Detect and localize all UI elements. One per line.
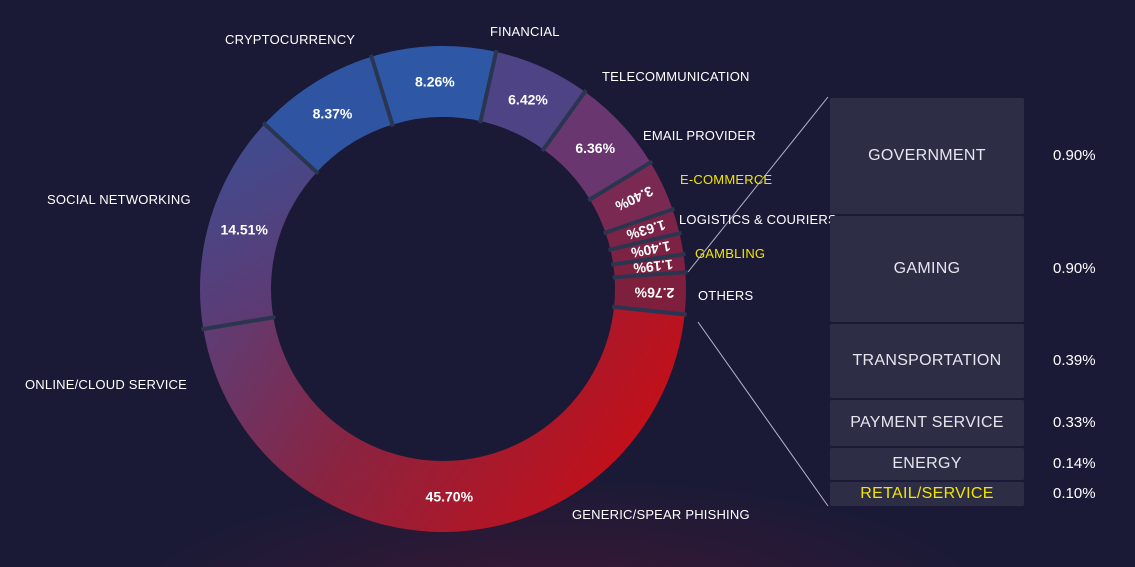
separator-email-provider <box>587 159 654 203</box>
slice-social-networking <box>264 56 393 173</box>
value-label-generic-spear-phishing: 45.70% <box>426 488 474 504</box>
breakdown-value-government: 0.90% <box>1053 147 1096 164</box>
category-label-social-networking: SOCIAL NETWORKING <box>47 192 191 207</box>
category-label-online-cloud-service: ONLINE/CLOUD SERVICE <box>25 377 187 392</box>
slice-gambling <box>613 254 686 278</box>
breakdown-row-payment-service: PAYMENT SERVICE 0.33% <box>830 400 1110 446</box>
breakdown-label-energy: ENERGY <box>830 448 1024 480</box>
category-label-cryptocurrency: CRYPTOCURRENCY <box>225 32 355 47</box>
breakdown-value-gaming: 0.90% <box>1053 260 1096 277</box>
separator-e-commerce <box>602 206 676 236</box>
category-label-telecommunication: TELECOMMUNICATION <box>602 69 750 84</box>
breakdown-value-payment-service: 0.33% <box>1053 414 1096 431</box>
category-label-logistics-couriers: LOGISTICS & COURIERS <box>679 212 837 227</box>
breakdown-label-retail-service: RETAIL/SERVICE <box>830 482 1024 506</box>
slice-online-cloud-service <box>200 124 317 330</box>
breakdown-row-transportation: TRANSPORTATION 0.39% <box>830 324 1110 398</box>
separator-gambling <box>610 251 686 267</box>
separator-online-cloud-service <box>201 315 276 332</box>
value-label-telecommunication: 6.36% <box>575 140 615 156</box>
connector-line-bottom <box>697 321 829 507</box>
value-label-logistics-couriers: 1.40% <box>629 238 672 261</box>
separator-financial <box>478 49 499 124</box>
category-labels: GENERIC/SPEAR PHISHING ONLINE/CLOUD SERVI… <box>25 24 837 522</box>
value-label-cryptocurrency: 8.26% <box>415 74 455 90</box>
category-label-e-commerce: E-COMMERCE <box>680 172 772 187</box>
breakdown-row-government: GOVERNMENT 0.90% <box>830 98 1110 214</box>
separator-logistics-couriers <box>608 230 682 252</box>
breakdown-label-government: GOVERNMENT <box>830 98 1024 214</box>
value-label-others: 2.76% <box>634 284 675 301</box>
slice-others <box>614 272 686 315</box>
connector-line-top <box>687 96 829 273</box>
category-label-financial: FINANCIAL <box>490 24 560 39</box>
slice-cryptocurrency <box>371 46 497 125</box>
value-label-social-networking: 8.37% <box>313 105 353 121</box>
donut-slices <box>200 46 686 532</box>
slice-e-commerce <box>605 209 680 250</box>
breakdown-value-retail-service: 0.10% <box>1053 485 1096 502</box>
slice-telecommunication <box>543 91 651 200</box>
category-label-others: OTHERS <box>698 288 754 303</box>
breakdown-label-payment-service: PAYMENT SERVICE <box>830 400 1024 446</box>
breakdown-value-energy: 0.14% <box>1053 455 1096 472</box>
separator-cryptocurrency <box>368 54 395 128</box>
category-label-generic-spear-phishing: GENERIC/SPEAR PHISHING <box>572 507 750 522</box>
others-connector-lines <box>687 96 829 507</box>
value-labels: 45.70%14.51%8.37%8.26%6.42%6.36%3.40%1.6… <box>220 74 674 505</box>
breakdown-row-energy: ENERGY 0.14% <box>830 448 1110 480</box>
value-label-gambling: 1.19% <box>632 257 674 277</box>
separator-generic-spear-phishing <box>611 304 687 317</box>
breakdown-row-gaming: GAMING 0.90% <box>830 216 1110 322</box>
value-label-online-cloud-service: 14.51% <box>220 222 268 238</box>
separator-others <box>612 270 688 280</box>
category-label-gambling: GAMBLING <box>695 246 765 261</box>
value-label-financial: 6.42% <box>508 92 548 108</box>
breakdown-value-transportation: 0.39% <box>1053 352 1096 369</box>
breakdown-row-retail-service: RETAIL/SERVICE 0.10% <box>830 482 1110 506</box>
breakdown-label-transportation: TRANSPORTATION <box>830 324 1024 398</box>
slice-generic-spear-phishing <box>203 306 685 532</box>
separator-telecommunication <box>540 88 588 153</box>
slice-separators <box>201 49 688 332</box>
breakdown-label-gaming: GAMING <box>830 216 1024 322</box>
category-label-email-provider: EMAIL PROVIDER <box>643 128 756 143</box>
separator-social-networking <box>261 121 320 176</box>
